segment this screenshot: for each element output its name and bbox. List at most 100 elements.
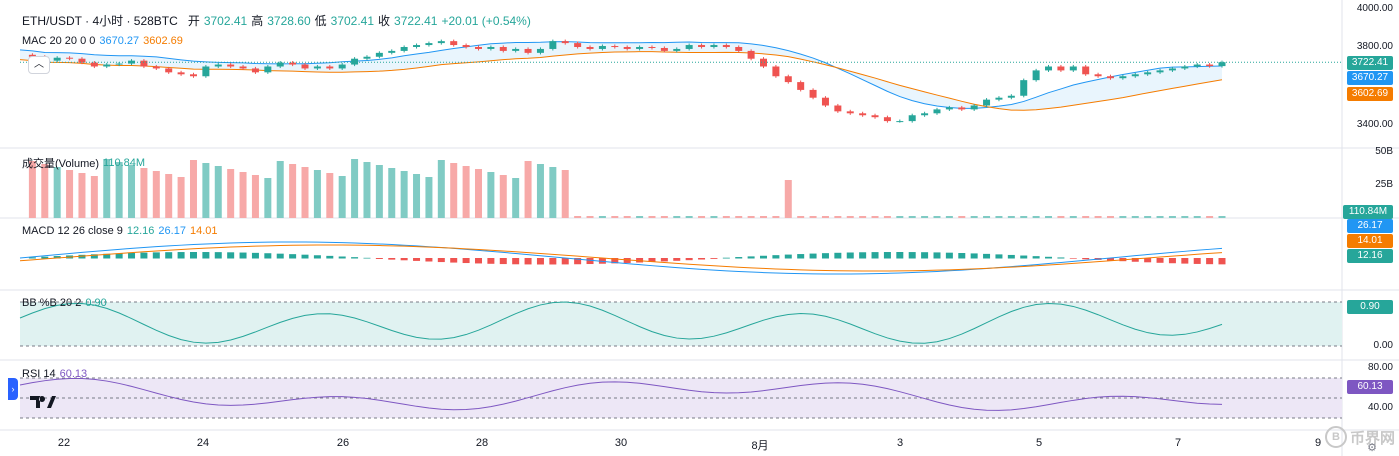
macd-hist-bar — [103, 253, 111, 259]
candle-body — [636, 47, 644, 49]
volume-bar — [1193, 216, 1201, 218]
candle-body — [760, 58, 768, 67]
volume-bar — [574, 216, 582, 218]
candle-body — [264, 66, 272, 73]
macd-hist-bar — [611, 258, 619, 264]
volume-bar — [66, 170, 74, 218]
macd-hist-bar — [1144, 258, 1152, 263]
volume-bar — [251, 175, 259, 218]
candle-body — [983, 99, 991, 106]
settings-gear-icon[interactable]: ⚙ — [1367, 442, 1377, 454]
candle-body — [809, 89, 817, 98]
macd-hist-bar — [636, 258, 644, 263]
candle-body — [871, 115, 879, 118]
macd-hist-bar — [859, 252, 867, 259]
candle-body — [103, 64, 111, 67]
time-tick: 5 — [1035, 437, 1043, 449]
volume-bar — [450, 163, 458, 218]
candle-body — [1119, 76, 1127, 79]
candle-body — [598, 46, 606, 49]
macd-hist-bar — [760, 255, 768, 259]
candle-body — [896, 121, 904, 123]
macd-hist-bar — [970, 253, 978, 259]
open-label: 开 — [187, 14, 200, 28]
candle-body — [1094, 74, 1102, 77]
candle-body — [673, 48, 681, 51]
macd-hist-bar — [152, 252, 160, 259]
macd-hist-bar — [1045, 256, 1053, 259]
candle-body — [1020, 80, 1028, 96]
candle-body — [561, 41, 569, 44]
expand-sidebar-button[interactable]: › — [8, 378, 18, 400]
mac-upper-box: 3670.27 — [1347, 71, 1393, 85]
rsi-legend: RSI 14 60.13 — [22, 368, 87, 380]
volume-bar — [177, 177, 185, 218]
candle-body — [413, 45, 421, 47]
volume-bar — [425, 177, 433, 218]
macd-hist-bar — [1069, 258, 1077, 259]
volume-bar — [1218, 216, 1226, 218]
candle-body — [883, 117, 891, 122]
macd-hist-bar — [834, 252, 842, 259]
volume-bar — [115, 162, 123, 218]
volume-bar — [41, 164, 49, 218]
last-price-box: 3722.41 — [1347, 56, 1393, 70]
volume-bar — [437, 160, 445, 218]
macd-hist-bar — [78, 254, 86, 259]
candle-body — [289, 62, 297, 65]
macd-hist-bar — [499, 258, 507, 265]
candle-body — [78, 58, 86, 63]
volume-bar — [512, 178, 520, 218]
macd-hist-bar — [747, 256, 755, 259]
candle-body — [648, 47, 656, 48]
macd-hist-bar — [177, 252, 185, 259]
candle-body — [363, 56, 371, 59]
bb-label: BB %B 20 2 — [22, 297, 82, 309]
volume-bar — [536, 164, 544, 218]
volume-bar — [289, 164, 297, 218]
macd-hist-bar — [983, 253, 991, 259]
chevron-up-icon: ︿ — [34, 59, 44, 70]
collapse-legend-button[interactable]: ︿ — [28, 56, 50, 74]
macd-hist-value: 12.16 — [126, 225, 155, 237]
volume-bar — [474, 169, 482, 218]
time-tick: 28 — [475, 437, 489, 449]
mac-lower-value: 3602.69 — [143, 35, 183, 47]
macd-hist-bar — [735, 257, 743, 259]
volume-bar — [983, 216, 991, 218]
candle-body — [90, 62, 98, 67]
volume-bar — [735, 216, 743, 218]
volume-bar — [1069, 216, 1077, 218]
volume-tick: 25B — [1375, 179, 1393, 190]
candle-body — [462, 45, 470, 47]
macd-hist-bar — [995, 254, 1003, 259]
volume-bar — [722, 216, 730, 218]
volume-bar — [660, 216, 668, 218]
volume-bar — [623, 216, 631, 218]
symbol-title: ETH/USDT · 4小时 · 528BTC — [22, 14, 178, 28]
volume-bar — [908, 216, 916, 218]
rsi-line — [19, 377, 1223, 411]
macd-hist-bar — [351, 257, 359, 259]
candle-body — [797, 82, 805, 90]
watermark: B 币界网 — [1324, 426, 1395, 448]
rsi-value-box: 60.13 — [1347, 380, 1393, 394]
chevron-right-icon: › — [11, 384, 15, 394]
volume-bar — [710, 216, 718, 218]
volume-bar — [846, 216, 854, 218]
candle-body — [908, 115, 916, 122]
macd-hist-bar — [474, 258, 482, 264]
candle-body — [933, 109, 941, 114]
volume-bar — [1106, 216, 1114, 218]
candle-body — [834, 105, 842, 112]
macd-hist-bar — [1193, 258, 1201, 264]
mac-lower-line — [19, 51, 1223, 111]
volume-bar — [1094, 216, 1102, 218]
volume-bar — [165, 174, 173, 218]
candle-body — [1069, 66, 1077, 71]
candle-body — [735, 47, 743, 51]
volume-tick: 50B — [1375, 146, 1393, 157]
candle-body — [425, 43, 433, 46]
macd-hist-bar — [549, 258, 557, 265]
